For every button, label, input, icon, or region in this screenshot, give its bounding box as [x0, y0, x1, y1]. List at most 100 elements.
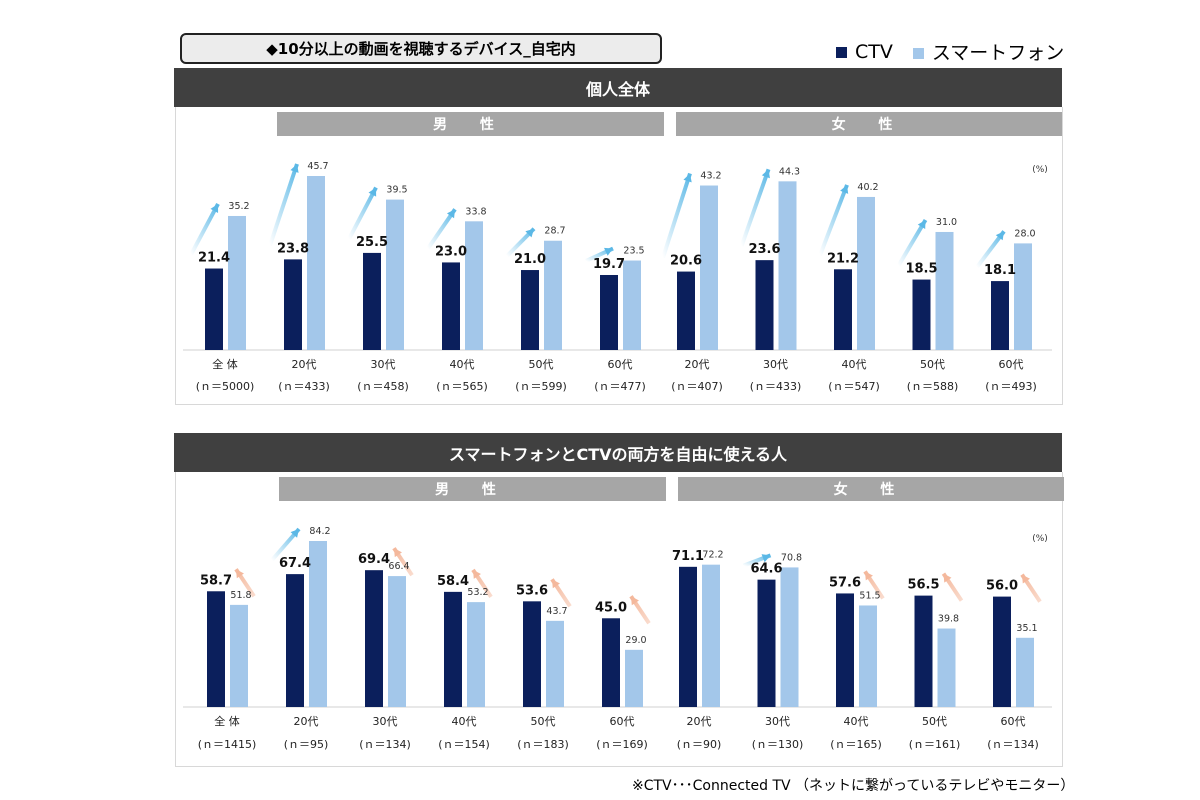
decrease-arrow-head: [394, 548, 402, 558]
smartphone-bar: [230, 604, 248, 707]
smartphone-value-label: 23.5: [623, 246, 644, 257]
increase-arrow-head: [210, 203, 219, 213]
increase-arrow-head: [525, 228, 534, 238]
smartphone-bar: [780, 567, 799, 707]
ctv-bar: [286, 574, 304, 707]
increase-arrow-head: [761, 554, 771, 563]
sample-size-label: (ｎ＝134): [359, 738, 411, 751]
smartphone-value-label: 35.2: [228, 201, 249, 212]
smartphone-bar: [388, 576, 406, 707]
smartphone-value-label: 43.7: [546, 606, 567, 617]
ctv-bar: [836, 593, 854, 707]
legend-phone-label: スマートフォン: [931, 42, 1065, 64]
decrease-arrow-head: [631, 596, 639, 606]
smartphone-value-label: 53.2: [467, 587, 488, 598]
footnote: ※CTV･･･Connected TV （ネットに繋がっているテレビやモニター）: [632, 778, 1075, 794]
increase-arrow-head: [683, 173, 692, 183]
ctv-bar: [207, 591, 225, 707]
ctv-value-label: 71.1: [672, 549, 704, 564]
smartphone-value-label: 44.3: [779, 166, 800, 177]
smartphone-bar: [623, 260, 641, 350]
sample-size-label: (ｎ＝161): [909, 738, 961, 751]
increase-arrow-head: [761, 169, 770, 179]
sample-size-label: (ｎ＝599): [515, 380, 567, 393]
chart-panel-all: [175, 107, 1063, 405]
ctv-value-label: 58.4: [437, 574, 469, 589]
smartphone-bar: [309, 541, 327, 707]
ctv-bar: [914, 595, 933, 707]
smartphone-bar: [465, 221, 483, 350]
chart-title: ◆10分以上の動画を視聴するデバイス_自宅内: [266, 40, 576, 58]
subheader-male: 男 性: [277, 112, 664, 136]
ctv-bar: [834, 269, 852, 350]
category-label: 50代: [920, 358, 945, 371]
ctv-value-label: 18.5: [905, 262, 937, 277]
category-label: 20代: [292, 358, 317, 371]
ctv-bar: [600, 274, 618, 350]
ctv-bar: [757, 579, 776, 707]
category-label: 30代: [765, 715, 790, 728]
category-label: 20代: [685, 358, 710, 371]
increase-arrow: [347, 186, 378, 240]
smartphone-bar: [1014, 243, 1032, 350]
category-label: 40代: [450, 358, 475, 371]
increase-arrow-head: [290, 164, 299, 173]
ctv-value-label: 23.6: [748, 242, 780, 257]
category-label: 全 体: [212, 357, 238, 371]
smartphone-value-label: 72.2: [702, 550, 723, 561]
ctv-value-label: 53.6: [516, 583, 548, 598]
increase-arrow: [896, 218, 928, 267]
decrease-arrow-head: [473, 569, 481, 579]
smartphone-value-label: 84.2: [309, 526, 330, 537]
sample-size-label: (ｎ＝407): [671, 380, 723, 393]
smartphone-bar: [937, 628, 956, 707]
category-label: 50代: [922, 715, 947, 728]
legend-phone: スマートフォン: [912, 38, 1065, 65]
increase-arrow-head: [917, 219, 926, 229]
ctv-bar: [679, 566, 697, 707]
category-label: 40代: [452, 715, 477, 728]
ctv-value-label: 23.8: [277, 241, 309, 256]
sample-size-label: (ｎ＝547): [828, 380, 880, 393]
increase-arrow-head: [840, 184, 849, 194]
smartphone-value-label: 40.2: [857, 182, 878, 193]
sample-size-label: (ｎ＝1415): [198, 738, 257, 751]
ctv-value-label: 19.7: [593, 257, 625, 272]
ctv-value-label: 57.6: [829, 575, 861, 590]
increase-arrow-head: [995, 231, 1004, 241]
sample-size-label: (ｎ＝169): [596, 738, 648, 751]
ctv-value-label: 20.6: [670, 254, 702, 269]
smartphone-value-label: 33.8: [465, 206, 486, 217]
increase-arrow-head: [368, 187, 377, 197]
legend-ctv-swatch: [836, 46, 847, 58]
increase-arrow-head: [604, 247, 613, 256]
ctv-value-label: 23.0: [435, 244, 467, 259]
category-label: 60代: [608, 358, 633, 371]
sample-size-label: (ｎ＝477): [594, 380, 646, 393]
smartphone-value-label: 43.2: [700, 171, 721, 182]
category-label: 30代: [373, 715, 398, 728]
smartphone-value-label: 28.0: [1014, 228, 1035, 239]
legend: CTV スマートフォン: [836, 38, 1064, 65]
chart-panel-both: [175, 472, 1063, 767]
increase-arrow: [268, 163, 299, 247]
increase-arrow: [818, 184, 849, 256]
category-label: 30代: [763, 358, 788, 371]
increase-arrow-head: [290, 529, 299, 538]
category-label: 40代: [844, 715, 869, 728]
smartphone-value-label: 31.0: [936, 217, 957, 228]
ctv-value-label: 21.0: [514, 252, 546, 267]
ctv-value-label: 45.0: [595, 600, 627, 615]
increase-arrow: [189, 203, 220, 256]
unit-label: (%): [1032, 534, 1048, 544]
smartphone-value-label: 51.5: [859, 590, 880, 601]
legend-ctv: CTV: [836, 41, 893, 63]
decrease-arrow-head: [552, 579, 560, 589]
ctv-bar: [365, 570, 383, 707]
sample-size-label: (ｎ＝5000): [196, 380, 255, 393]
category-label: 40代: [842, 358, 867, 371]
ctv-value-label: 67.4: [279, 556, 311, 571]
smartphone-bar: [544, 240, 562, 350]
category-label: 全 体: [214, 714, 240, 728]
